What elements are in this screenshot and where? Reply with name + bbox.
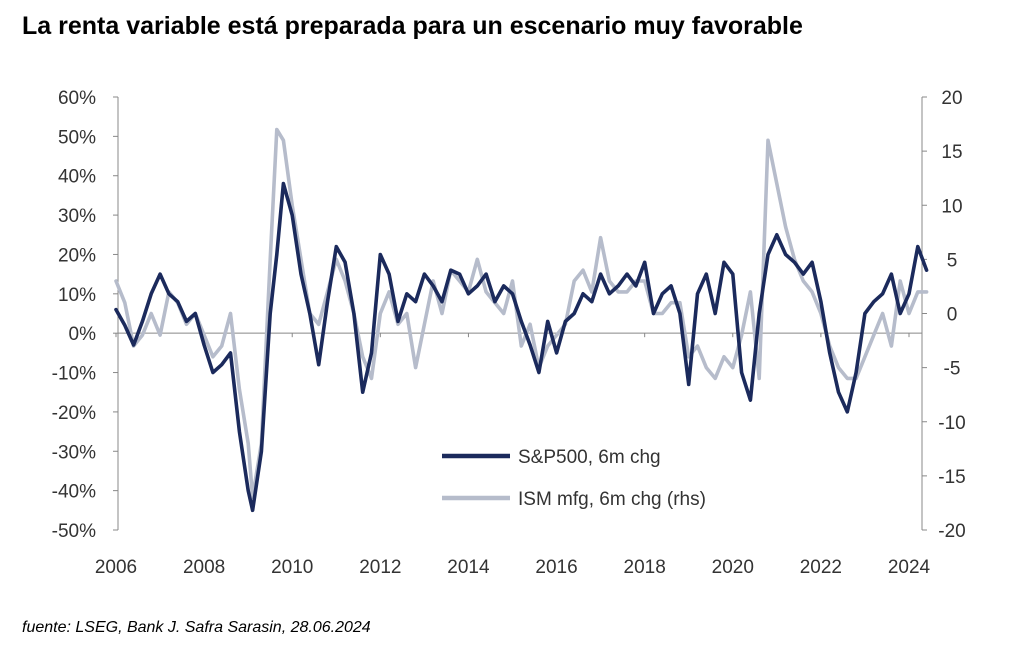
right-tick-label: -15: [938, 467, 965, 488]
x-tick-label: 2016: [535, 557, 577, 578]
left-tick-label: -50%: [52, 521, 96, 542]
left-tick-label: -20%: [52, 403, 96, 424]
left-tick-label: -30%: [52, 442, 96, 463]
source-note: fuente: LSEG, Bank J. Safra Sarasin, 28.…: [22, 619, 371, 636]
right-tick-label: 5: [947, 250, 958, 271]
x-tick-label: 2006: [95, 557, 137, 578]
series-layer: [114, 127, 929, 513]
x-tick-label: 2010: [271, 557, 313, 578]
series-ism-line: [114, 127, 929, 500]
left-tick-label: -10%: [52, 364, 96, 385]
right-tick-label: 10: [941, 196, 962, 217]
left-tick-label: -40%: [52, 482, 96, 503]
chart: 60% 50% 40% 30% 20% 10% 0% -10% -20% -30% -40% -50%…: [52, 88, 966, 578]
left-tick-label: 20%: [58, 245, 96, 266]
left-tick-label: 60%: [58, 88, 96, 109]
x-tick-label: 2018: [624, 557, 666, 578]
right-tick-label: -10: [938, 413, 965, 434]
x-tick-label: 2012: [359, 557, 401, 578]
right-tick-label: 0: [947, 305, 958, 326]
x-tick-label: 2014: [447, 557, 490, 578]
series-sp500-line: [114, 181, 929, 513]
legend-label-ism: ISM mfg, 6m chg (rhs): [518, 489, 706, 510]
x-tick-label: 2024: [888, 557, 931, 578]
tick-labels: 60% 50% 40% 30% 20% 10% 0% -10% -20% -30% -40% -50%…: [52, 88, 966, 578]
right-tick-label: -20: [938, 521, 965, 542]
x-tick-label: 2022: [800, 557, 842, 578]
x-tick-label: 2008: [183, 557, 225, 578]
left-tick-label: 30%: [58, 206, 96, 227]
left-tick-label: 40%: [58, 167, 96, 188]
right-tick-label: -5: [944, 359, 961, 380]
left-tick-label: 0%: [69, 324, 97, 345]
left-tick-label: 50%: [58, 127, 96, 148]
right-tick-label: 15: [941, 142, 962, 163]
x-tick-label: 2020: [712, 557, 754, 578]
legend-label-sp500: S&P500, 6m chg: [518, 447, 661, 468]
chart-title: La renta variable está preparada para un…: [22, 12, 803, 40]
legend: S&P500, 6m chg ISM mfg, 6m chg (rhs): [442, 447, 706, 510]
right-tick-label: 20: [941, 88, 962, 109]
left-tick-label: 10%: [58, 285, 96, 306]
